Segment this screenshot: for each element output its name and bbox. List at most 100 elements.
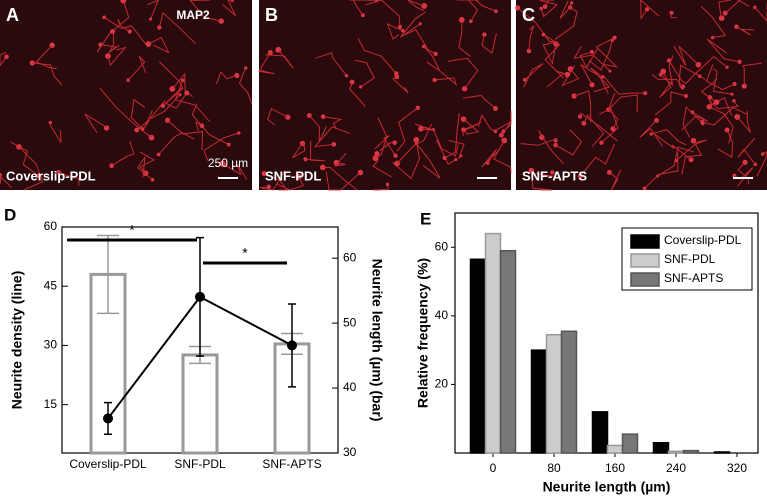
neurite (463, 94, 496, 109)
neurite (149, 94, 181, 120)
neurite (49, 122, 62, 143)
legend-label: SNF-PDL (664, 252, 716, 266)
neurite (462, 121, 482, 137)
neurite (520, 137, 558, 146)
point (195, 291, 205, 302)
neurite (216, 71, 237, 85)
neurite (32, 62, 63, 86)
y2-tick-label: 60 (343, 250, 357, 264)
neurite (583, 114, 605, 147)
neurite (447, 57, 479, 90)
neurite (467, 0, 479, 22)
panel-label: Coverslip-PDL (6, 168, 96, 183)
bar (667, 450, 685, 454)
neurite (84, 113, 107, 134)
neurite (392, 76, 409, 94)
neurite (503, 110, 512, 132)
neurite (354, 59, 375, 88)
neurites (0, 0, 253, 191)
neurite (127, 55, 147, 81)
neurite (602, 74, 646, 95)
bar (606, 444, 624, 454)
soma (730, 92, 734, 96)
x-tick-label: Coverslip-PDL (69, 457, 147, 471)
neurite (654, 91, 687, 116)
bar (545, 333, 563, 454)
neurite (654, 133, 692, 161)
neurite (559, 0, 573, 20)
bar (621, 433, 639, 454)
x-tick-label: 80 (547, 461, 561, 475)
panel-letter: C (522, 5, 535, 25)
neurite (275, 176, 304, 191)
neurite (736, 110, 752, 133)
neurite (579, 143, 616, 177)
legend-label: Coverslip-PDL (664, 233, 742, 247)
error-bar (97, 234, 119, 315)
neurite (706, 38, 740, 63)
soma (589, 49, 594, 54)
neurite (702, 107, 747, 126)
bar (713, 451, 731, 454)
neurite (323, 116, 343, 130)
neurite (107, 31, 115, 55)
neurite (373, 184, 389, 191)
neurite (675, 139, 707, 161)
neurite (543, 34, 565, 79)
panel-letter: A (6, 5, 19, 25)
neurite (493, 140, 512, 174)
micrograph (259, 0, 511, 190)
neurite (456, 0, 497, 12)
legend-swatch (630, 272, 660, 287)
neurite (333, 153, 347, 167)
bar (591, 411, 609, 454)
panel-letter: D (4, 205, 16, 224)
neurite (579, 48, 598, 69)
neurite (159, 61, 184, 107)
neurite (609, 169, 621, 191)
neurite (292, 142, 306, 159)
neurite (392, 139, 420, 180)
soma (553, 142, 558, 148)
neurite (10, 141, 39, 177)
panel-label: SNF-PDL (265, 168, 321, 183)
neurite (573, 90, 592, 123)
neurite (588, 40, 613, 71)
neurite (357, 38, 397, 74)
neurite (0, 51, 7, 67)
y-tick-label: 45 (44, 278, 58, 292)
neurite (374, 135, 396, 156)
neurite (322, 166, 358, 191)
neurite (682, 106, 704, 138)
legend-swatch (630, 253, 660, 268)
bar (484, 232, 502, 454)
y-tick-label: 30 (44, 338, 58, 352)
neurite (313, 126, 351, 148)
neurite (203, 132, 239, 161)
y2-tick-label: 50 (343, 315, 357, 329)
panel-label: SNF-APTS (522, 168, 587, 183)
neurite (640, 0, 660, 20)
neurite (546, 70, 568, 88)
neurite (669, 12, 677, 19)
neurite (189, 0, 222, 22)
neurite (130, 98, 146, 130)
neurite (708, 100, 739, 110)
x-axis-label: Neurite length (µm) (543, 479, 671, 495)
point (103, 413, 113, 424)
neurite (724, 0, 750, 14)
neurite (263, 172, 289, 191)
stain-label: MAP2 (176, 8, 210, 22)
bar (560, 330, 578, 454)
neurite (736, 26, 755, 36)
neurite (117, 19, 131, 32)
neurite (573, 45, 611, 72)
neurite (534, 171, 557, 177)
neurite (258, 52, 275, 75)
x-tick-label: 0 (490, 461, 497, 475)
scale-label: 250 µm (208, 156, 248, 170)
neurite (35, 44, 57, 70)
x-tick-label: SNF-APTS (262, 457, 321, 471)
neurite (681, 140, 703, 175)
